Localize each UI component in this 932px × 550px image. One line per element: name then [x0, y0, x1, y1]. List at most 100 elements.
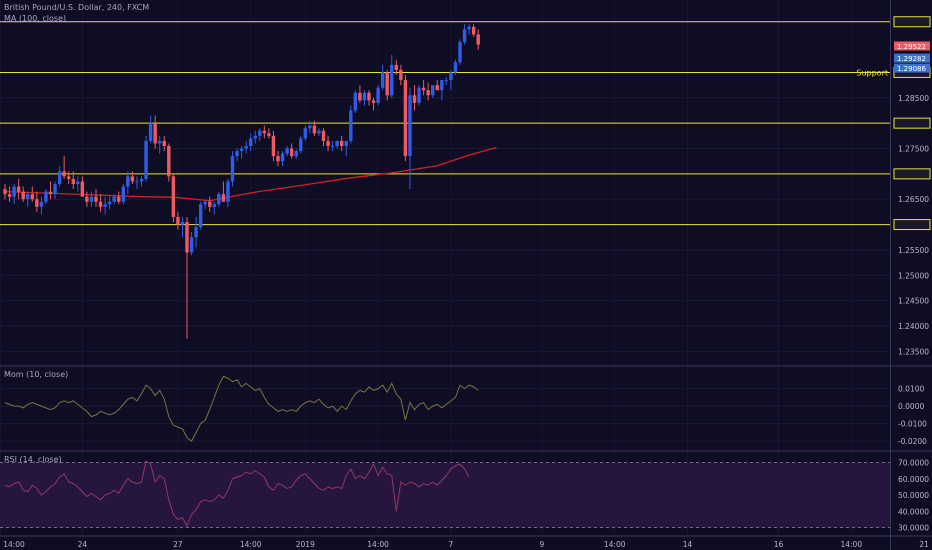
candle — [121, 184, 125, 205]
candle — [431, 85, 435, 98]
candle — [162, 135, 166, 152]
candle-body — [230, 156, 235, 182]
candle — [289, 143, 294, 159]
candle-body — [12, 186, 16, 197]
candle — [358, 85, 362, 103]
candle-body — [362, 92, 367, 101]
candle-body — [67, 176, 71, 179]
ma-line — [4, 146, 497, 202]
price-tick-label: 1.27500 — [898, 145, 929, 154]
candle-body — [153, 123, 157, 144]
last-price-tag — [894, 63, 930, 73]
candle — [349, 105, 353, 144]
candle — [148, 115, 153, 144]
candle-body — [235, 151, 239, 157]
rsi-tick-label: 50.0000 — [898, 491, 929, 500]
candle-body — [440, 80, 444, 91]
candle-body — [321, 130, 326, 141]
candle — [390, 54, 394, 98]
candle — [189, 232, 194, 255]
rsi-tick-label: 60.0000 — [898, 475, 929, 484]
level-tag-box — [893, 117, 931, 129]
price-tick-label: 1.26500 — [898, 195, 929, 204]
last-price-tags: 1.29522 1.29282 1.29086 — [893, 16, 931, 231]
candle — [62, 156, 66, 179]
rsi-band — [0, 462, 890, 528]
candle-body — [117, 196, 121, 202]
candle-body — [417, 87, 421, 103]
candle-body — [371, 100, 376, 103]
candle-body — [158, 140, 162, 144]
candle — [39, 196, 44, 215]
candle-body — [171, 176, 176, 217]
candle — [476, 29, 480, 50]
rsi-tick-label: 70.0000 — [898, 459, 929, 468]
candle-body — [194, 227, 198, 238]
candle — [371, 97, 376, 111]
candle — [21, 186, 25, 202]
candle-body — [217, 194, 221, 205]
candle-body — [176, 216, 180, 225]
candle-body — [180, 222, 185, 225]
candle — [285, 145, 289, 157]
candle — [444, 77, 449, 86]
candle — [362, 90, 367, 106]
time-tick-label: 9 — [540, 540, 545, 549]
candle — [103, 196, 107, 215]
candle-body — [249, 138, 253, 146]
candle-body — [112, 196, 116, 202]
candle — [267, 128, 271, 139]
candle-body — [312, 125, 317, 134]
candle-body — [262, 130, 267, 134]
candle — [117, 191, 121, 205]
support-resistance-levels — [0, 21, 890, 226]
candle — [440, 80, 444, 101]
candle-body — [57, 171, 62, 184]
momentum-tick-label: 0.0000 — [898, 402, 924, 411]
candle-body — [39, 201, 44, 207]
candle — [30, 186, 34, 202]
candle-body — [148, 123, 153, 141]
candle-body — [94, 196, 98, 202]
time-tick-label: 14:00 — [604, 540, 626, 549]
candle-body — [299, 138, 303, 152]
candle-body — [276, 156, 280, 162]
candle-body — [462, 29, 467, 43]
last-price-tag-label: 1.29522 — [897, 43, 926, 51]
candle — [403, 74, 408, 162]
candle-body — [431, 85, 435, 96]
candle-body — [258, 130, 262, 136]
momentum-line — [4, 375, 479, 442]
last-price-tag — [894, 53, 930, 63]
candle-body — [376, 87, 380, 103]
rsi-tick-label: 40.0000 — [898, 507, 929, 516]
price-tick-label: 1.25000 — [898, 271, 929, 280]
candle — [294, 148, 298, 159]
candle-body — [435, 85, 439, 91]
candle — [249, 133, 253, 152]
candle — [180, 216, 185, 238]
candle — [139, 176, 144, 187]
momentum-tick-label: -0.0100 — [898, 420, 927, 429]
candle — [107, 196, 112, 210]
candle — [71, 171, 75, 190]
momentum-tick-label: -0.0200 — [898, 437, 927, 446]
candle-body — [44, 191, 48, 202]
price-tick-label: 1.25500 — [898, 246, 929, 255]
candle-body — [353, 92, 358, 111]
time-axis[interactable]: 14:00 24 27 14:00 2019 14:00 7 9 14:00 14 16 14:00 2… — [3, 540, 929, 549]
candle — [421, 80, 426, 96]
candle-body — [476, 34, 480, 45]
candle — [185, 216, 189, 339]
candle — [167, 143, 171, 182]
momentum-series — [4, 375, 479, 442]
candle — [203, 199, 207, 210]
candle-body — [48, 191, 53, 195]
candle-body — [267, 133, 271, 136]
support-label: Support — [856, 68, 888, 77]
candle-body — [453, 62, 458, 73]
candle-body — [403, 80, 408, 157]
candle — [435, 80, 439, 91]
candle-body — [126, 176, 130, 187]
